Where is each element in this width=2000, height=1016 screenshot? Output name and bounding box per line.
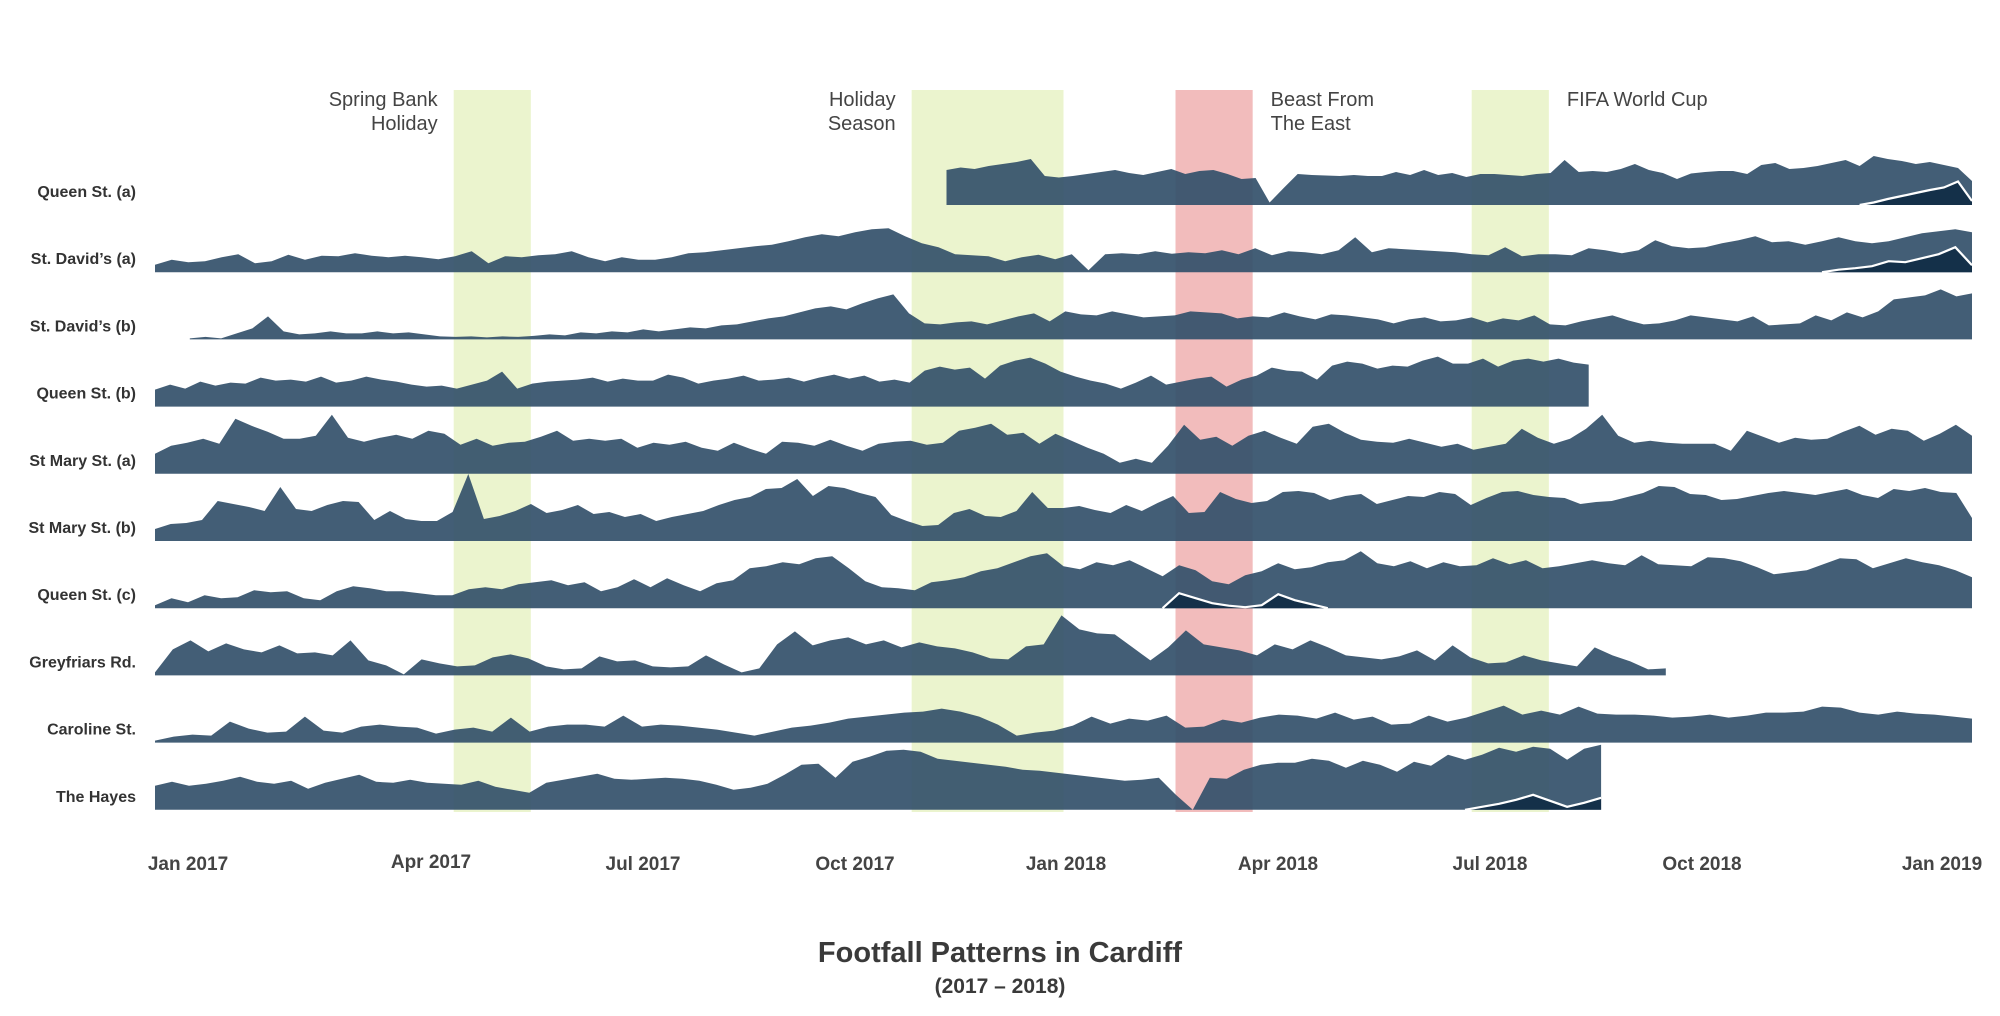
series-highlight-line-1 xyxy=(1821,245,1973,274)
row-label-4: St Mary St. (a) xyxy=(29,453,136,470)
row-label-7: Greyfriars Rd. xyxy=(29,654,136,671)
series-row-0 xyxy=(946,156,1973,207)
row-label-2: St. David’s (b) xyxy=(30,318,136,335)
series-row-6 xyxy=(155,551,1972,610)
row-label-1: St. David’s (a) xyxy=(31,251,136,268)
x-tick-label-7: Oct 2018 xyxy=(1662,854,1741,875)
series-area-6 xyxy=(155,551,1972,609)
series-row-3 xyxy=(155,356,1589,407)
x-tick-label-3: Oct 2017 xyxy=(815,854,894,875)
series-row-4 xyxy=(155,414,1972,474)
event-label-1-0: Holiday xyxy=(829,89,896,111)
series-highlight-9 xyxy=(1465,794,1602,810)
series-area-7 xyxy=(155,615,1666,676)
event-label-2-1: The East xyxy=(1271,113,1351,135)
series-area-9 xyxy=(155,744,1602,810)
series-highlight-line-0 xyxy=(1859,180,1973,207)
event-label-0-0: Spring Bank xyxy=(329,89,439,111)
event-label-1-1: Season xyxy=(828,113,896,135)
series-row-5 xyxy=(155,474,1972,541)
series-row-8 xyxy=(155,705,1972,743)
row-label-0: Queen St. (a) xyxy=(37,184,136,201)
x-tick-label-6: Jul 2018 xyxy=(1453,854,1528,875)
row-label-9: The Hayes xyxy=(56,789,136,806)
series-area-3 xyxy=(155,356,1589,407)
event-label-0-1: Holiday xyxy=(371,113,438,135)
series-highlight-6 xyxy=(1162,593,1328,609)
chart-subtitle: (2017 – 2018) xyxy=(935,975,1066,998)
x-tick-label-2: Jul 2017 xyxy=(606,854,681,875)
series-row-2 xyxy=(189,289,1972,340)
series-highlight-line-6 xyxy=(1161,591,1329,610)
x-tick-label-0: Jan 2017 xyxy=(148,854,228,875)
series-highlight-1 xyxy=(1822,247,1972,273)
row-label-8: Caroline St. xyxy=(47,722,136,739)
series-area-1 xyxy=(155,228,1972,273)
series-rows xyxy=(155,156,1973,811)
series-area-5 xyxy=(155,474,1972,541)
x-tick-label-8: Jan 2019 xyxy=(1902,854,1982,875)
chart-title: Footfall Patterns in Cardiff xyxy=(818,937,1182,969)
series-row-7 xyxy=(155,615,1666,676)
x-axis-ticks: Jan 2017 Apr 2017 Jul 2017 Oct 2017 Jan 2018… xyxy=(148,852,1982,875)
series-row-9 xyxy=(155,744,1602,811)
row-label-6: Queen St. (c) xyxy=(37,587,136,604)
x-tick-label-5: Apr 2018 xyxy=(1238,854,1318,875)
row-label-3: Queen St. (b) xyxy=(36,386,136,403)
row-label-5: St Mary St. (b) xyxy=(28,520,136,537)
series-area-0 xyxy=(946,156,1972,205)
event-label-2-0: Beast From xyxy=(1271,89,1374,111)
series-area-8 xyxy=(155,705,1972,743)
event-label-3-0: FIFA World Cup xyxy=(1567,89,1708,111)
x-tick-label-1: Apr 2017 xyxy=(391,852,471,873)
series-row-1 xyxy=(155,228,1973,274)
series-area-2 xyxy=(189,289,1972,340)
x-tick-label-4: Jan 2018 xyxy=(1026,854,1106,875)
row-labels: Queen St. (a) St. David’s (a) St. David’s … xyxy=(28,184,136,806)
series-highlight-line-9 xyxy=(1464,793,1602,811)
series-area-4 xyxy=(155,414,1972,474)
